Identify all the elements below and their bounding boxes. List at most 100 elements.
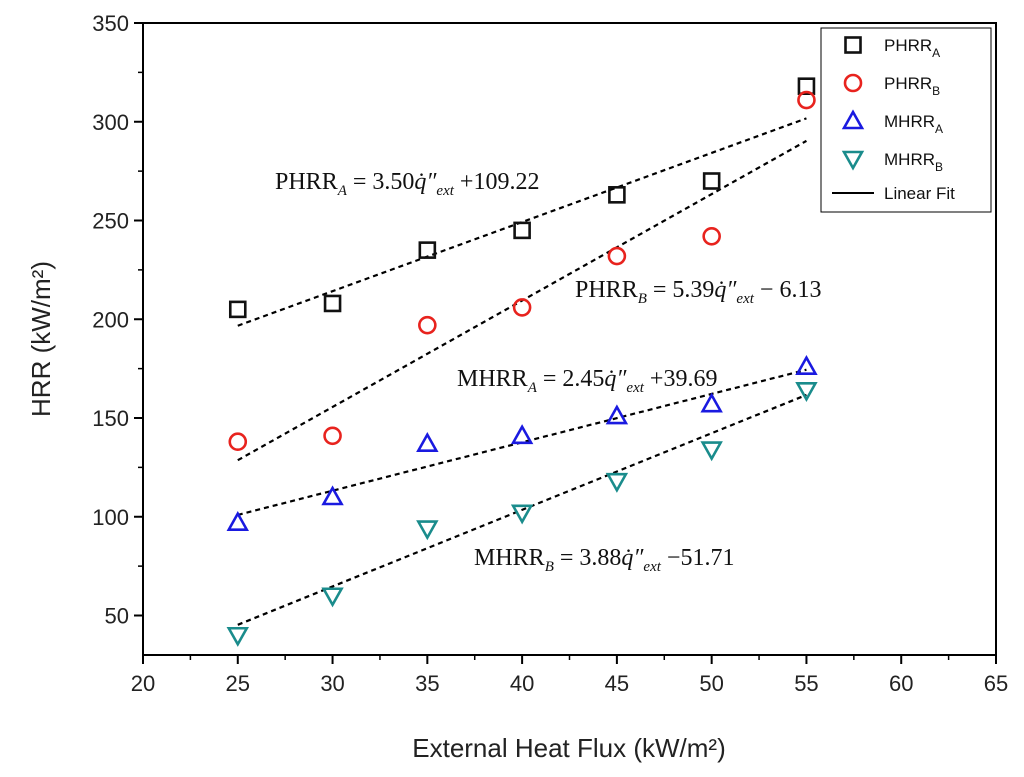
point-phrr-b-45: [607, 246, 627, 266]
axes: 20 25 30 35 40 45 50 55 60 65 50 100 150 200 250 300 350: [92, 11, 1008, 696]
y-tick-label-50: 50: [105, 604, 129, 629]
legend-label-mhrr-a: MHRRA: [884, 112, 943, 136]
eq-phrr-b-coef: 5.39: [672, 277, 714, 303]
data-markers: [226, 77, 818, 647]
eq-phrr-b-var-sub: ext: [736, 291, 754, 307]
fit-line-phrr-a: [237, 117, 807, 327]
eq-mhrr-b-const: 51.71: [680, 545, 734, 571]
x-tick-label-55: 55: [794, 671, 818, 696]
point-mhrr-a-50: [700, 392, 723, 413]
y-tick-label-100: 100: [92, 505, 129, 530]
svg-text:MHRRB = 3.88q̇″ext −51.71: MHRRB = 3.88q̇″ext −51.71: [474, 545, 734, 575]
point-mhrr-b-55: [795, 382, 818, 403]
point-mhrr-a-25: [226, 511, 250, 531]
eq-phrr-b-sub: B: [638, 291, 647, 307]
fit-line-mhrr-b: [237, 393, 807, 626]
eq-phrr-a-coef: 3.50: [372, 169, 414, 195]
point-phrr-a-50: [702, 172, 721, 190]
eq-mhrr-a-const: 39.69: [663, 366, 717, 392]
point-mhrr-b-40: [510, 504, 534, 525]
y-tick-label-200: 200: [92, 307, 129, 332]
legend-symbols: [841, 36, 865, 171]
y-tick-label-250: 250: [92, 209, 129, 234]
svg-text:MHRRA = 2.45q̇″ext +39.69: MHRRA = 2.45q̇″ext +39.69: [457, 366, 717, 396]
legend-label-phrr-a: PHRRA: [884, 36, 940, 60]
point-phrr-b-35: [418, 315, 437, 335]
eq-phrr-b-const: 6.13: [779, 277, 821, 303]
point-phrr-b-25: [228, 432, 248, 452]
point-mhrr-a-45: [605, 404, 629, 425]
eq-phrr-a-equals: =: [353, 169, 367, 195]
eq-mhrr-b-coef: 3.88: [579, 545, 621, 571]
point-mhrr-b-25: [226, 626, 250, 647]
eq-mhrr-b-equals: =: [560, 545, 574, 571]
eq-mhrr-a-sub: A: [527, 380, 538, 396]
eq-mhrr-b-name: MHRR: [474, 545, 545, 571]
eq-mhrr-b-sub: B: [545, 559, 554, 575]
x-axis-title: External Heat Flux (kW/m²): [412, 733, 726, 763]
point-phrr-a-55: [797, 77, 816, 95]
eq-mhrr-b-sign: −: [667, 545, 681, 571]
point-mhrr-a-30: [321, 485, 344, 506]
y-tick-label-350: 350: [92, 11, 129, 36]
legend-label-linear-fit: Linear Fit: [884, 184, 955, 203]
eq-mhrr-a-name: MHRR: [457, 366, 528, 392]
point-phrr-a-35: [418, 241, 437, 259]
eq-phrr-a-sub: A: [337, 183, 348, 199]
x-tick-label-65: 65: [984, 671, 1008, 696]
eq-phrr-a-sign: +: [460, 169, 474, 195]
point-mhrr-b-45: [605, 472, 629, 493]
legend-symbol-phrr-b: [843, 73, 863, 93]
eq-phrr-b-sign: −: [760, 277, 774, 303]
legend-symbol-mhrr-a: [841, 109, 865, 130]
eq-mhrr-a-var-sub: ext: [626, 380, 644, 396]
y-axis-title: HRR (kW/m²): [26, 261, 56, 417]
eq-mhrr-b-var: q̇″: [621, 545, 644, 571]
equation-mhrr-a: MHRRA = 2.45q̇″ext +39.69: [457, 366, 717, 396]
eq-phrr-b-equals: =: [653, 277, 667, 303]
point-phrr-a-45: [608, 186, 626, 204]
y-tick-label-150: 150: [92, 406, 129, 431]
x-tick-label-60: 60: [889, 671, 913, 696]
x-tick-label-25: 25: [226, 671, 250, 696]
point-phrr-a-25: [228, 300, 247, 319]
y-tick-label-300: 300: [92, 110, 129, 135]
point-mhrr-b-35: [416, 520, 439, 541]
point-phrr-a-40: [513, 221, 531, 240]
point-mhrr-a-40: [510, 424, 534, 445]
point-phrr-b-50: [702, 227, 721, 246]
equation-phrr-a: PHRRA = 3.50q̇″ext +109.22: [275, 169, 539, 199]
point-phrr-b-55: [797, 90, 816, 110]
equation-mhrr-b: MHRRB = 3.88q̇″ext −51.71: [474, 545, 734, 575]
eq-mhrr-a-var: q̇″: [604, 366, 627, 392]
eq-phrr-a-var-sub: ext: [436, 183, 454, 199]
svg-text:PHRRA = 3.50q̇″ext +109.22: PHRRA = 3.50q̇″ext +109.22: [275, 169, 539, 199]
point-mhrr-a-55: [795, 354, 818, 375]
legend-symbol-phrr-a: [844, 36, 862, 54]
legend-label-phrr-b: PHRRB: [884, 74, 940, 98]
eq-phrr-b-var: q̇″: [714, 277, 737, 303]
x-tick-label-45: 45: [605, 671, 629, 696]
x-tick-label-20: 20: [131, 671, 155, 696]
point-phrr-a-30: [323, 294, 342, 313]
eq-phrr-b-name: PHRR: [575, 277, 638, 303]
x-tick-label-35: 35: [415, 671, 439, 696]
eq-mhrr-b-var-sub: ext: [643, 559, 661, 575]
legend-symbol-mhrr-b: [841, 150, 865, 171]
point-mhrr-b-30: [321, 587, 344, 608]
eq-mhrr-a-sign: +: [650, 366, 664, 392]
legend-label-mhrr-b: MHRRB: [884, 150, 943, 174]
point-mhrr-b-50: [700, 441, 723, 462]
legend: PHRRA PHRRB MHRRA MHRRB Linear Fit: [820, 27, 992, 213]
point-mhrr-a-35: [416, 432, 439, 452]
point-phrr-b-30: [323, 426, 342, 446]
x-tick-label-30: 30: [320, 671, 344, 696]
svg-text:PHRRB = 5.39q̇″ext − 6.13: PHRRB = 5.39q̇″ext − 6.13: [575, 277, 821, 307]
equation-phrr-b: PHRRB = 5.39q̇″ext − 6.13: [575, 277, 821, 307]
eq-phrr-a-const: 109.22: [473, 169, 539, 195]
eq-mhrr-a-equals: =: [543, 366, 557, 392]
x-tick-label-50: 50: [699, 671, 723, 696]
eq-mhrr-a-coef: 2.45: [562, 366, 604, 392]
eq-phrr-a-name: PHRR: [275, 169, 338, 195]
